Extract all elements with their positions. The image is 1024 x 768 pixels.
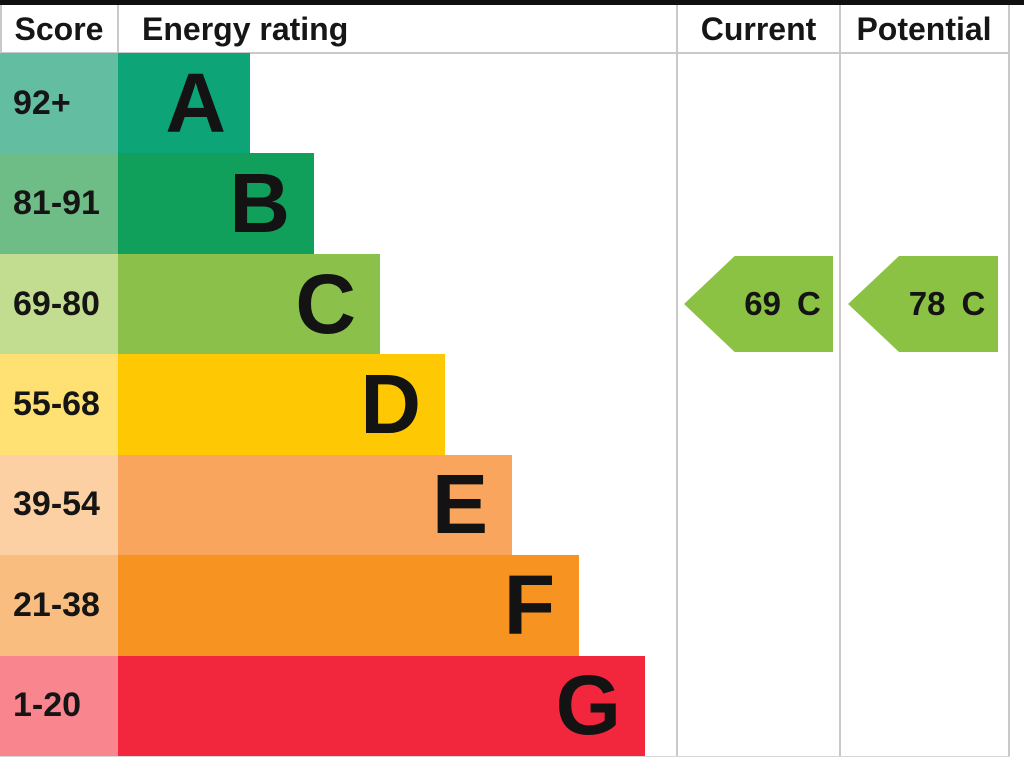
band-row-d: 55-68 D bbox=[0, 354, 1010, 455]
rating-bar-a: A bbox=[118, 53, 250, 154]
band-row-c: 69-80 C bbox=[0, 253, 1010, 355]
score-range-cell-f: 21-38 bbox=[0, 555, 118, 656]
rating-bar-g: G bbox=[118, 655, 645, 756]
rating-bar-f: F bbox=[118, 555, 579, 656]
band-row-g: 1-20 G bbox=[0, 655, 1010, 756]
potential-band-letter: C bbox=[961, 285, 986, 322]
rating-letter-f: F bbox=[503, 557, 555, 652]
rating-letter-a: A bbox=[165, 55, 226, 150]
rating-column-divider bbox=[676, 5, 678, 756]
table-bottom-border bbox=[0, 756, 1010, 757]
current-column-header: Current bbox=[700, 10, 817, 47]
score-range-cell-e: 39-54 bbox=[0, 454, 118, 556]
score-range-cell-g: 1-20 bbox=[0, 655, 118, 756]
current-column-divider bbox=[839, 5, 841, 756]
table-right-border bbox=[1008, 5, 1010, 756]
band-row-e: 39-54 E bbox=[0, 454, 1010, 556]
score-range-cell-a: 92+ bbox=[0, 53, 118, 154]
score-column-divider bbox=[117, 5, 119, 53]
rating-letter-g: G bbox=[555, 658, 621, 753]
rating-letter-c: C bbox=[295, 256, 356, 351]
score-range-cell-c: 69-80 bbox=[0, 253, 118, 355]
rating-letter-b: B bbox=[229, 156, 290, 251]
band-row-a: 92+ A bbox=[0, 53, 1010, 154]
energy-rating-column-header: Energy rating bbox=[142, 10, 349, 47]
score-range-cell-d: 55-68 bbox=[0, 354, 118, 455]
rating-letter-d: D bbox=[360, 356, 421, 451]
rating-bar-c: C bbox=[118, 253, 380, 355]
rating-letter-e: E bbox=[431, 457, 488, 552]
potential-score-value: 78 bbox=[908, 285, 946, 322]
rating-bar-e: E bbox=[118, 454, 512, 556]
band-row-f: 21-38 F bbox=[0, 555, 1010, 656]
band-row-b: 81-91 B bbox=[0, 153, 1010, 254]
rating-bar-b: B bbox=[118, 153, 314, 254]
header-underline bbox=[0, 52, 1010, 54]
chart-header-row bbox=[0, 5, 1010, 53]
potential-column-header: Potential bbox=[856, 10, 992, 47]
top-border-bar bbox=[0, 0, 1024, 5]
energy-band-rows: 92+ A 81-91 B 69-80 C 55-68 D 39-54 E 21-38 F 1-20 G bbox=[0, 53, 1010, 756]
score-range-cell-b: 81-91 bbox=[0, 153, 118, 254]
current-score-value: 69 bbox=[744, 285, 781, 322]
rating-bar-d: D bbox=[118, 354, 445, 455]
score-column-header: Score bbox=[14, 10, 104, 47]
current-band-letter: C bbox=[796, 285, 821, 322]
